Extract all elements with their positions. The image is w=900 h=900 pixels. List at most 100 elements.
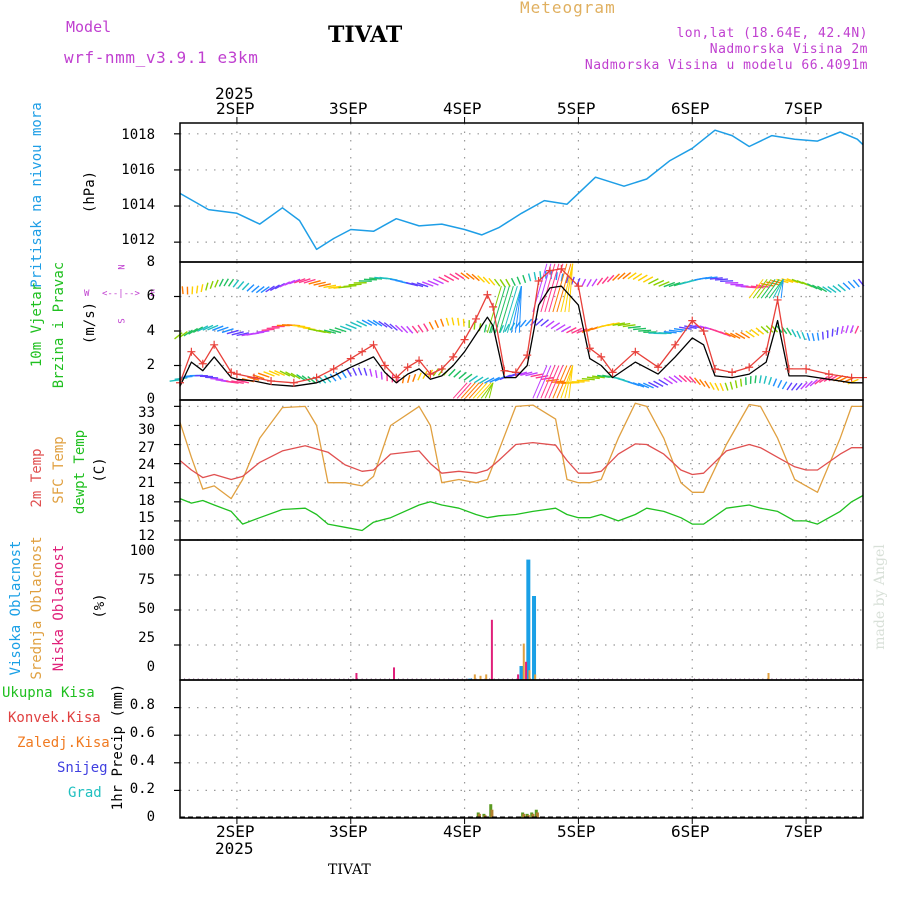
wind-direction-arrow bbox=[237, 281, 245, 289]
wind-hatch-mark bbox=[490, 286, 506, 333]
cloud-bar bbox=[485, 674, 488, 680]
wind-direction-arrow bbox=[202, 324, 214, 331]
wind-direction-arrow bbox=[236, 379, 250, 384]
precip-bar bbox=[522, 813, 526, 818]
wind-hatch-mark bbox=[518, 286, 522, 333]
wind-direction-arrow bbox=[369, 368, 373, 377]
wind-direction-arrow bbox=[493, 278, 501, 287]
wind-label-1: 10m Vjetar bbox=[29, 282, 45, 368]
wind-direction-arrow bbox=[188, 327, 199, 335]
wind-direction-arrow bbox=[622, 272, 632, 280]
wind-gust-marker bbox=[824, 370, 833, 379]
wind-tick-2: 2 bbox=[146, 357, 155, 373]
wind-direction-arrow bbox=[781, 381, 788, 390]
cloud-label-high: Visoka Oblacnost bbox=[8, 540, 24, 676]
day-top-6: 7SEP bbox=[784, 99, 823, 118]
wind-gust-marker bbox=[403, 363, 412, 372]
wind-direction-arrow bbox=[231, 331, 244, 336]
wind-direction-arrow bbox=[633, 327, 646, 331]
wind-direction-arrow bbox=[313, 281, 326, 286]
wind-gust-marker bbox=[426, 370, 435, 379]
pressure-unit: (hPa) bbox=[82, 170, 98, 214]
wind-gust-marker bbox=[762, 347, 771, 356]
wind-hatch-mark bbox=[502, 286, 518, 333]
wind-hatch-mark bbox=[768, 278, 784, 299]
wind-gust-marker bbox=[489, 302, 498, 311]
wind-hatch-mark bbox=[748, 278, 764, 299]
wind-direction-arrow bbox=[236, 332, 250, 337]
sfc-temp-line bbox=[179, 402, 863, 500]
wind-direction-arrow bbox=[445, 317, 450, 326]
wind-direction-arrow bbox=[205, 376, 219, 379]
wind-gust-marker bbox=[483, 290, 492, 299]
wind-gust-marker bbox=[329, 364, 338, 373]
pressure-tick-4: 1012 bbox=[121, 232, 155, 248]
wind-direction-arrow bbox=[505, 278, 511, 287]
wind-speed-line bbox=[179, 285, 863, 387]
wind-direction-arrow bbox=[729, 381, 734, 390]
wind-direction-arrow bbox=[714, 278, 728, 281]
wind-direction-arrow bbox=[367, 319, 378, 326]
wind-direction-arrow bbox=[449, 273, 460, 280]
compass-south: S bbox=[117, 318, 128, 324]
wind-hatch-mark bbox=[536, 365, 552, 399]
wind-gust-marker bbox=[608, 368, 617, 377]
wind-hatch-mark bbox=[552, 365, 568, 399]
temp-label-dew: dewpt Temp bbox=[72, 429, 88, 515]
wind-hatch-mark bbox=[464, 382, 480, 399]
wind-hatch-mark bbox=[540, 263, 556, 313]
temp-tick-12: 12 bbox=[138, 528, 155, 544]
wind-direction-arrow bbox=[637, 382, 650, 389]
wind-direction-arrow bbox=[483, 324, 487, 333]
model-label: Model bbox=[66, 18, 112, 36]
wind-direction-arrow bbox=[545, 320, 555, 328]
day-top-1: 2SEP bbox=[216, 99, 255, 118]
wind-direction-arrow bbox=[758, 375, 762, 384]
wind-direction-arrow bbox=[422, 281, 434, 287]
precip-label-total: Ukupna Kisa bbox=[2, 685, 95, 701]
wind-direction-arrow bbox=[488, 325, 493, 334]
wind-direction-arrow bbox=[786, 382, 793, 391]
wind-direction-arrow bbox=[586, 278, 592, 288]
wind-direction-arrow bbox=[482, 276, 491, 285]
wind-direction-arrow bbox=[510, 277, 516, 286]
wind-direction-arrow bbox=[591, 278, 598, 287]
wind-direction-arrow bbox=[369, 277, 383, 280]
pressure-tick-3: 1014 bbox=[121, 197, 155, 213]
day-bottom-1: 2SEP bbox=[216, 822, 255, 841]
wind-direction-arrow bbox=[261, 328, 275, 332]
wind-direction-arrow bbox=[591, 375, 605, 379]
wind-direction-arrow bbox=[460, 272, 470, 280]
wind-direction-arrow bbox=[266, 327, 280, 330]
temp-tick-30: 30 bbox=[138, 422, 155, 438]
wind-direction-arrow bbox=[607, 322, 620, 327]
wind-gust-marker bbox=[654, 363, 663, 372]
elevation-label: Nadmorska Visina 2m bbox=[709, 42, 868, 57]
wind-direction-arrow bbox=[679, 326, 692, 330]
wind-hatch-mark bbox=[556, 263, 572, 313]
cloud-bar bbox=[522, 643, 525, 680]
cloud-bar bbox=[479, 675, 482, 680]
wind-direction-arrow bbox=[658, 332, 672, 335]
wind-direction-arrow bbox=[606, 274, 615, 283]
wind-hatch-mark bbox=[498, 286, 514, 333]
wind-direction-arrow bbox=[285, 371, 296, 378]
wind-direction-arrow bbox=[383, 322, 393, 330]
wind-direction-arrow bbox=[174, 332, 183, 340]
wind-direction-arrow bbox=[540, 319, 549, 327]
wind-direction-arrow bbox=[232, 279, 240, 288]
precip-label-frz: Zaledj.Kisa bbox=[17, 735, 110, 751]
wind-direction-arrow bbox=[221, 328, 234, 334]
wind-direction-arrow bbox=[252, 374, 265, 380]
wind-direction-arrow bbox=[205, 282, 209, 291]
wind-direction-arrow bbox=[724, 332, 736, 339]
wind-direction-arrow bbox=[298, 278, 311, 284]
wind-direction-arrow bbox=[719, 383, 724, 392]
wind-direction-arrow bbox=[209, 280, 214, 289]
wind-direction-arrow bbox=[197, 325, 209, 332]
wind-hatch-mark bbox=[532, 365, 548, 399]
year-bottom: 2025 bbox=[215, 839, 254, 858]
wind-direction-arrow bbox=[816, 332, 820, 341]
wind-hatch-mark bbox=[468, 382, 484, 399]
wind-hatch-mark bbox=[776, 279, 784, 299]
